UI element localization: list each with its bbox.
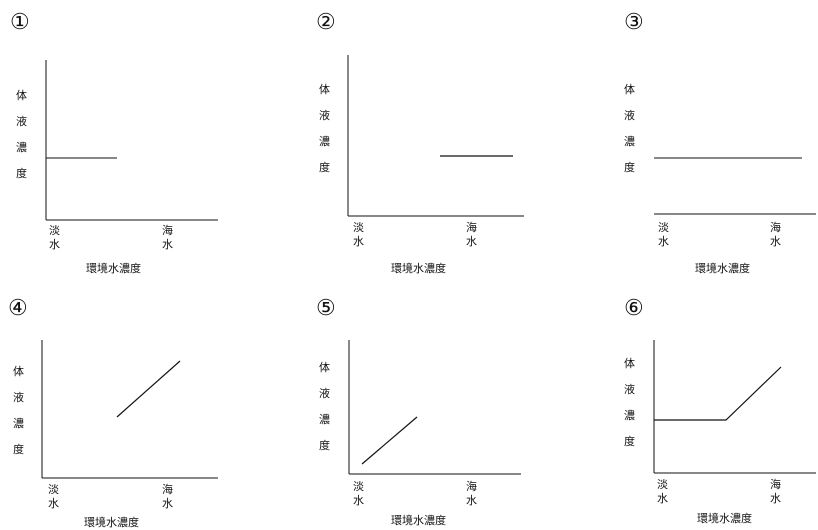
x-label-freshwater: 淡 水 [353,221,364,248]
x-axis-title: 環境水濃度 [86,262,141,275]
y-axis-label: 体 液 濃 度 [319,83,330,174]
graph-panel-4: ④ 体 液 濃 度 淡 水 海 水 環境水濃度 [0,290,260,530]
graph-panel-1: ① 体 液 濃 度 淡 水 海 水 環境水濃度 [0,0,260,275]
x-label-freshwater: 淡 水 [657,478,668,505]
panel-number: ⑤ [316,296,336,321]
panel-number: ⑥ [624,296,644,321]
panel-number: ② [316,10,336,35]
x-label-seawater: 海 水 [770,221,781,248]
x-label-freshwater: 淡 水 [48,483,59,510]
y-axis-label: 体 液 濃 度 [319,361,330,452]
x-label-freshwater: 淡 水 [658,221,669,248]
panel-number: ④ [8,296,28,321]
graph-panel-5: ⑤ 体 液 濃 度 淡 水 海 水 環境水濃度 [306,290,566,530]
graph-panel-2: ② 体 液 濃 度 淡 水 海 水 環境水濃度 [306,0,566,275]
x-axis-title: 環境水濃度 [84,516,139,529]
graph-panel-6: ⑥ 体 液 濃 度 淡 水 海 水 環境水濃度 [614,290,818,530]
x-axis-title: 環境水濃度 [695,262,750,275]
graph-panel-3: ③ 体 液 濃 度 淡 水 海 水 環境水濃度 [614,0,818,275]
body-fluid-curve [654,366,782,421]
x-label-seawater: 海 水 [770,478,781,505]
x-label-freshwater: 淡 水 [353,480,364,507]
panel-number: ① [10,10,30,35]
x-axis-title: 環境水濃度 [391,514,446,527]
x-label-freshwater: 淡 水 [49,224,60,251]
y-axis-label: 体 液 濃 度 [624,357,635,448]
y-axis-label: 体 液 濃 度 [16,89,27,180]
panel-number: ③ [624,10,644,35]
x-axis-title: 環境水濃度 [391,262,446,275]
plot-area [347,55,524,217]
plot-area [41,340,218,479]
x-label-seawater: 海 水 [466,480,477,507]
x-axis-title: 環境水濃度 [697,512,752,525]
y-axis-label: 体 液 濃 度 [13,365,24,456]
body-fluid-curve [361,416,418,465]
plot-area [45,60,218,221]
plot-area [348,340,521,475]
x-label-seawater: 海 水 [162,224,173,251]
body-fluid-curve [116,360,181,418]
y-axis-label: 体 液 濃 度 [624,83,635,174]
x-label-seawater: 海 水 [466,221,477,248]
plot-area [653,340,816,474]
plot-area [654,157,816,215]
x-label-seawater: 海 水 [162,483,173,510]
